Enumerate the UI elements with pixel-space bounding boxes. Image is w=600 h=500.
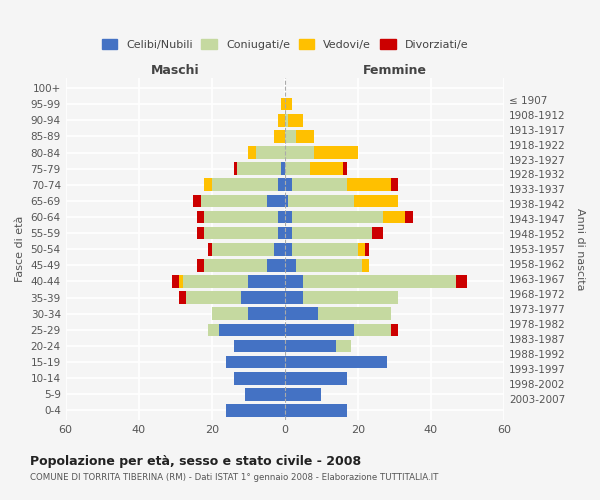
Bar [358, 243, 365, 256]
Bar [278, 114, 285, 126]
Bar [226, 356, 285, 368]
Bar [278, 178, 285, 191]
Bar [285, 292, 303, 304]
Bar [285, 114, 289, 126]
Text: COMUNE DI TORRITA TIBERINA (RM) - Dati ISTAT 1° gennaio 2008 - Elaborazione TUTT: COMUNE DI TORRITA TIBERINA (RM) - Dati I… [30, 472, 439, 482]
Bar [241, 292, 285, 304]
Bar [205, 178, 212, 191]
Bar [212, 243, 274, 256]
Bar [285, 194, 289, 207]
Bar [278, 210, 285, 224]
Bar [197, 210, 205, 224]
Bar [285, 210, 292, 224]
Bar [285, 130, 296, 142]
Text: Femmine: Femmine [362, 64, 427, 76]
Bar [285, 162, 310, 175]
Bar [285, 259, 296, 272]
Bar [292, 227, 373, 239]
Bar [266, 194, 285, 207]
Bar [365, 243, 369, 256]
Bar [248, 275, 285, 288]
Bar [226, 404, 285, 417]
Bar [281, 98, 285, 110]
Bar [186, 292, 241, 304]
Bar [212, 178, 278, 191]
Bar [310, 162, 343, 175]
Bar [285, 243, 292, 256]
Bar [391, 178, 398, 191]
Bar [391, 324, 398, 336]
Bar [219, 324, 285, 336]
Bar [245, 388, 285, 400]
Text: Maschi: Maschi [151, 64, 200, 76]
Bar [354, 324, 391, 336]
Bar [201, 194, 266, 207]
Bar [248, 308, 285, 320]
Bar [233, 372, 285, 384]
Bar [285, 308, 317, 320]
Bar [281, 162, 285, 175]
Bar [285, 178, 292, 191]
Bar [285, 356, 387, 368]
Bar [292, 243, 358, 256]
Bar [285, 227, 292, 239]
Bar [182, 275, 248, 288]
Bar [285, 372, 347, 384]
Bar [347, 178, 391, 191]
Bar [193, 194, 201, 207]
Legend: Celibi/Nubili, Coniugati/e, Vedovi/e, Divorziati/e: Celibi/Nubili, Coniugati/e, Vedovi/e, Di… [98, 36, 472, 54]
Bar [373, 227, 383, 239]
Bar [292, 178, 347, 191]
Bar [362, 259, 369, 272]
Y-axis label: Anni di nascita: Anni di nascita [575, 208, 585, 290]
Bar [256, 146, 285, 159]
Bar [205, 259, 266, 272]
Bar [278, 227, 285, 239]
Bar [406, 210, 413, 224]
Bar [303, 275, 457, 288]
Bar [285, 404, 347, 417]
Bar [233, 340, 285, 352]
Bar [289, 194, 354, 207]
Bar [285, 324, 354, 336]
Bar [212, 308, 248, 320]
Bar [233, 162, 238, 175]
Bar [285, 98, 292, 110]
Bar [317, 308, 391, 320]
Bar [208, 243, 212, 256]
Bar [296, 259, 362, 272]
Bar [179, 275, 182, 288]
Bar [238, 162, 281, 175]
Bar [296, 130, 314, 142]
Bar [197, 259, 205, 272]
Text: Popolazione per età, sesso e stato civile - 2008: Popolazione per età, sesso e stato civil… [30, 455, 361, 468]
Bar [457, 275, 467, 288]
Bar [343, 162, 347, 175]
Bar [208, 324, 219, 336]
Bar [274, 130, 285, 142]
Bar [285, 388, 322, 400]
Bar [179, 292, 186, 304]
Bar [266, 259, 285, 272]
Bar [292, 210, 383, 224]
Bar [205, 227, 278, 239]
Y-axis label: Fasce di età: Fasce di età [15, 216, 25, 282]
Bar [285, 146, 314, 159]
Bar [248, 146, 256, 159]
Bar [205, 210, 278, 224]
Bar [285, 275, 303, 288]
Bar [383, 210, 406, 224]
Bar [303, 292, 398, 304]
Bar [285, 340, 336, 352]
Bar [354, 194, 398, 207]
Bar [314, 146, 358, 159]
Bar [274, 243, 285, 256]
Bar [336, 340, 350, 352]
Bar [172, 275, 179, 288]
Bar [197, 227, 205, 239]
Bar [289, 114, 303, 126]
